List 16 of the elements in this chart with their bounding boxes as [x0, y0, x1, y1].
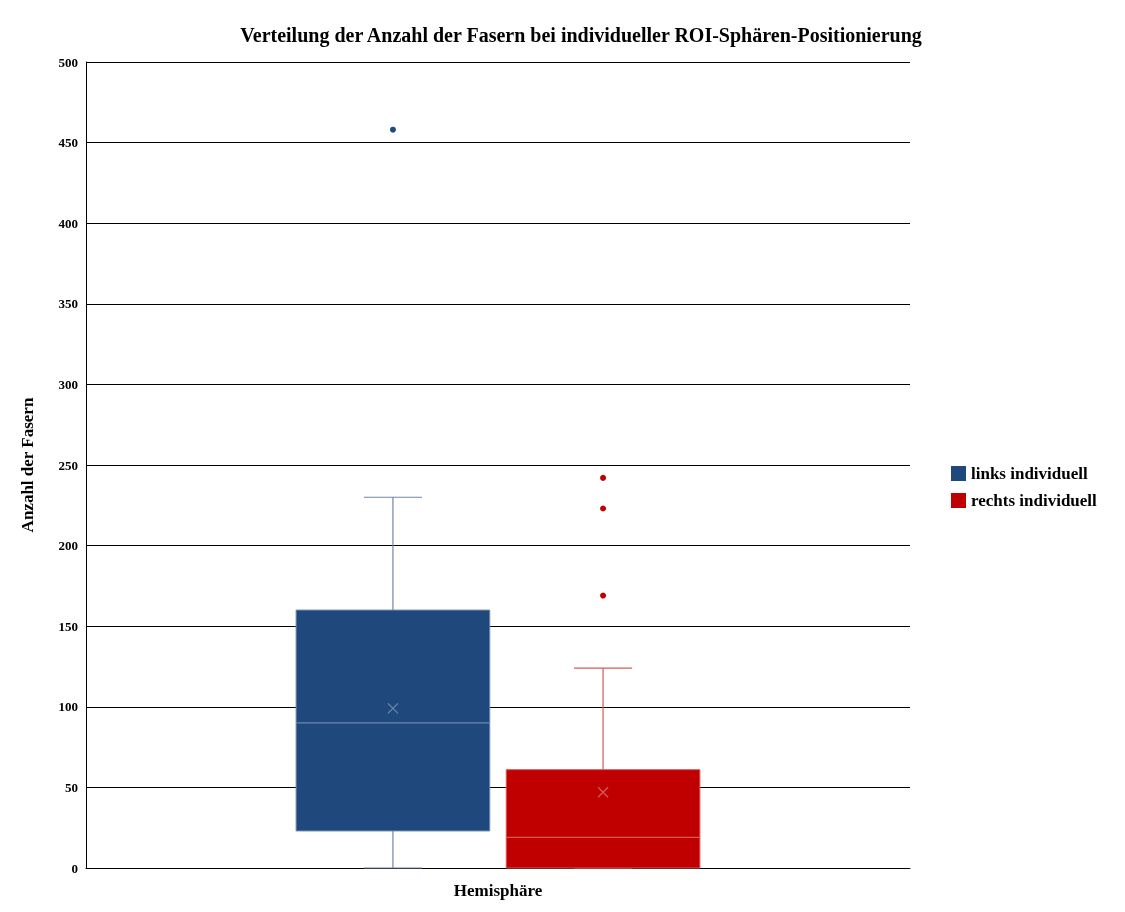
y-tick-label: 250	[58, 457, 78, 473]
y-tick-label: 350	[58, 296, 78, 312]
y-tick-label: 400	[58, 215, 78, 231]
y-tick-label: 0	[71, 860, 78, 876]
y-axis-title: Anzahl der Fasern	[18, 397, 37, 533]
y-tick-label: 100	[58, 699, 78, 715]
x-axis-title: Hemisphäre	[453, 881, 543, 900]
y-tick-label: 200	[58, 538, 78, 554]
y-tick-label: 150	[58, 618, 78, 634]
chart-title: Verteilung der Anzahl der Fasern bei individueller ROI-Sphären-Positionierung	[240, 24, 922, 47]
y-tick-label: 500	[58, 54, 78, 70]
legend-label: rechts individuell	[971, 491, 1098, 510]
y-tick-label: 450	[58, 135, 78, 151]
y-tick-label: 300	[58, 376, 78, 392]
y-tick-label: 50	[65, 779, 78, 795]
legend-label: links individuell	[971, 464, 1088, 483]
